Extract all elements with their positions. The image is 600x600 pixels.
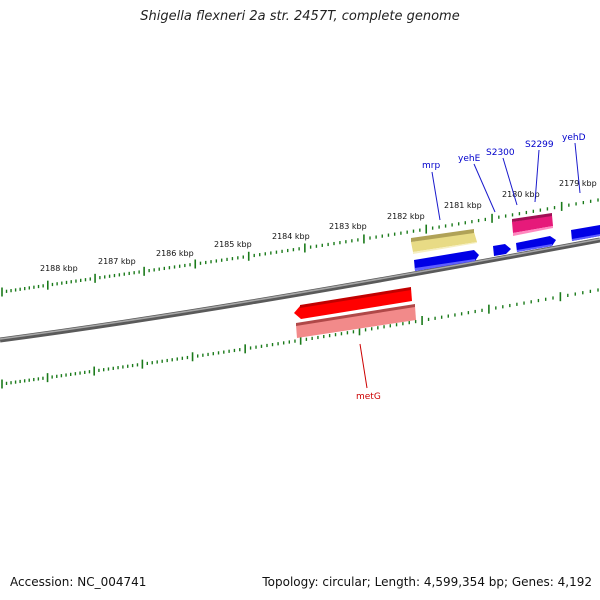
yehE-cds-feature[interactable] xyxy=(493,244,511,256)
inner-tick-ruler xyxy=(1,288,599,389)
mrp-cds-feature[interactable] xyxy=(414,250,479,271)
yehD-cds-feature[interactable] xyxy=(571,225,600,241)
gene-label-yehE[interactable]: yehE xyxy=(458,154,481,164)
tick-label: 2188 kbp xyxy=(40,264,78,273)
tick-label: 2182 kbp xyxy=(387,212,425,221)
S2300-cds-feature[interactable] xyxy=(516,236,556,252)
gene-label-S2300[interactable]: S2300 xyxy=(486,148,515,158)
tick-label: 2184 kbp xyxy=(272,232,310,241)
tick-label: 2186 kbp xyxy=(156,249,194,258)
genome-summary: Topology: circular; Length: 4,599,354 bp… xyxy=(262,575,592,589)
gene-label-mrp[interactable]: mrp xyxy=(422,161,440,171)
gene-label-S2299[interactable]: S2299 xyxy=(525,140,554,150)
accession-label: Accession: NC_004741 xyxy=(10,575,147,589)
gene-label-metG[interactable]: metG xyxy=(356,392,381,402)
metG-gene-feature[interactable] xyxy=(296,304,416,338)
mrp-gene-feature[interactable] xyxy=(411,229,477,254)
metG-cds-feature[interactable] xyxy=(294,287,412,319)
tick-label: 2180 kbp xyxy=(502,190,540,199)
genome-backbone xyxy=(0,237,600,343)
outer-tick-ruler xyxy=(1,198,599,297)
tick-label: 2183 kbp xyxy=(329,222,367,231)
map-title: Shigella flexneri 2a str. 2457T, complet… xyxy=(140,9,460,24)
gene-label-yehD[interactable]: yehD xyxy=(562,133,586,143)
tick-label: 2187 kbp xyxy=(98,257,136,266)
tick-label: 2181 kbp xyxy=(444,201,482,210)
tick-label: 2179 kbp xyxy=(559,179,597,188)
S2300-S2299-misc-feature[interactable] xyxy=(512,213,553,236)
tick-label: 2185 kbp xyxy=(214,240,252,249)
